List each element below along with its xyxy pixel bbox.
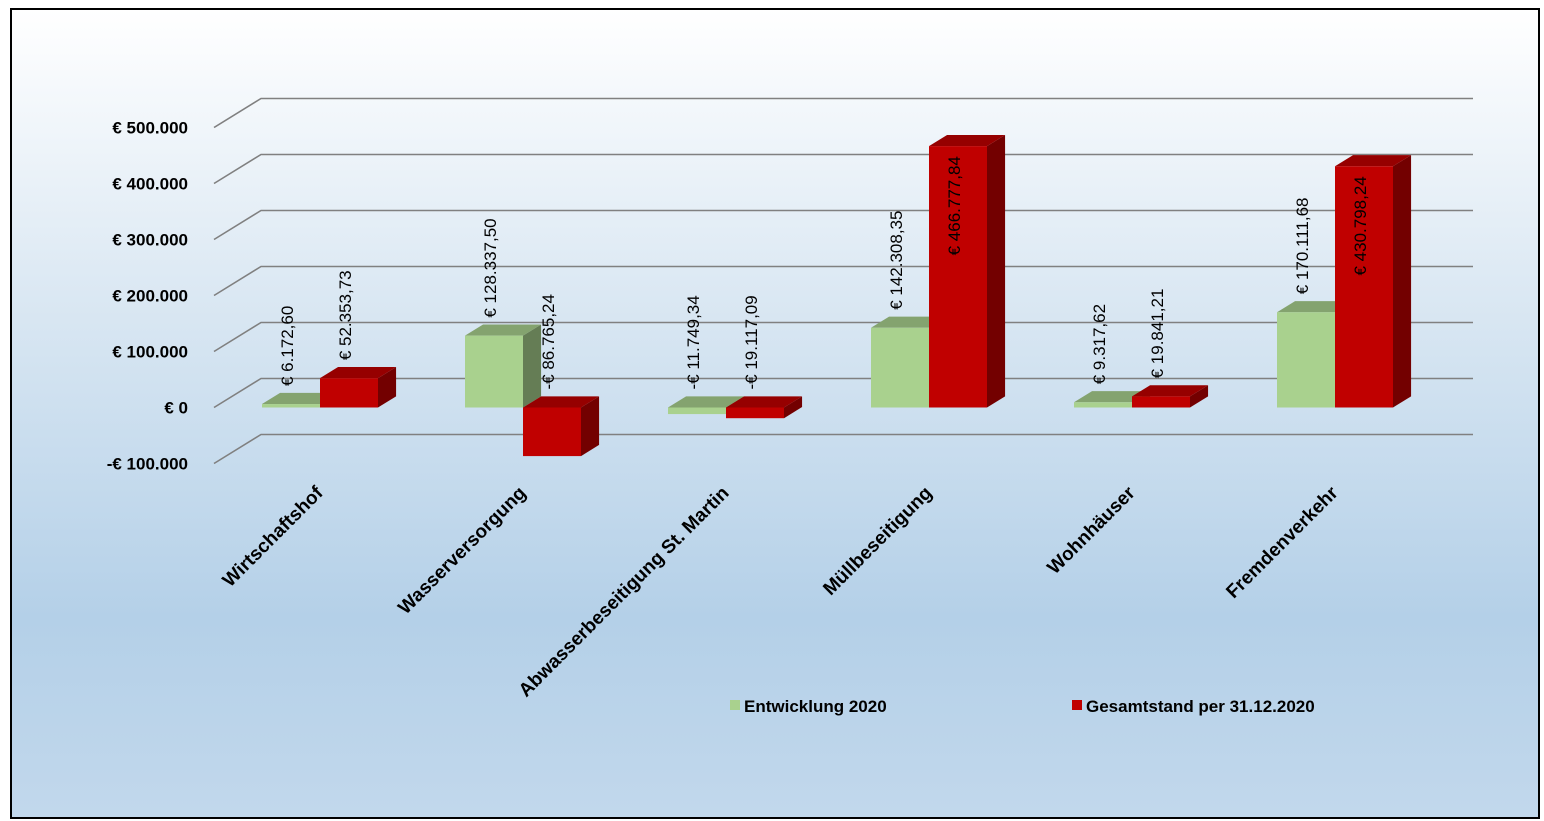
bar-side (523, 324, 542, 408)
bar-top (320, 367, 397, 379)
bar-front (929, 146, 987, 408)
bar-top (1277, 301, 1354, 313)
bar-side (1393, 155, 1412, 408)
data-label: € 466.777,84 (945, 156, 964, 255)
data-label: € 430.798,24 (1351, 176, 1370, 275)
gridline (213, 209, 1473, 241)
legend-swatch-entwicklung (730, 700, 740, 710)
bar-side (987, 134, 1006, 408)
bar-top (668, 396, 745, 408)
bar-front (871, 327, 929, 408)
gridline (213, 97, 1473, 129)
y-tick-label: € 400.000 (112, 175, 188, 194)
bar (726, 396, 803, 419)
bars (262, 134, 1412, 457)
bar (1335, 155, 1412, 408)
gridline (213, 265, 1473, 297)
bar-top (871, 316, 948, 328)
y-tick-label: € 100.000 (112, 343, 188, 362)
bar-top (1074, 391, 1151, 403)
bar-top (523, 396, 600, 408)
gridline (213, 321, 1473, 353)
y-tick-label: -€ 100.000 (107, 455, 188, 474)
bar-front (726, 407, 784, 419)
chart-frame: € 500.000 € 400.000 € 300.000 € 200.000 € 10… (10, 8, 1540, 819)
bar-top (1132, 385, 1209, 397)
bar-top (1335, 155, 1412, 167)
legend-label-gesamtstand: Gesamtstand per 31.12.2020 (1086, 697, 1315, 716)
bar (929, 134, 1006, 408)
legend-label-entwicklung: Entwicklung 2020 (744, 697, 887, 716)
y-tick-label: € 300.000 (112, 231, 188, 250)
data-label: -€ 19.117,09 (742, 295, 761, 389)
bar-front (523, 407, 581, 457)
data-label: € 9.317,62 (1090, 304, 1109, 384)
bar-front (1335, 166, 1393, 408)
gridline (213, 153, 1473, 185)
gridline (213, 433, 1473, 465)
data-label: € 128.337,50 (481, 218, 500, 317)
bar (523, 396, 600, 457)
chart: € 500.000 € 400.000 € 300.000 € 200.000 € 10… (12, 10, 1538, 817)
gridline (213, 377, 1473, 409)
bar-front (465, 335, 523, 408)
data-label: € 52.353,73 (336, 270, 355, 360)
legend-swatch-gesamtstand (1072, 700, 1082, 710)
bar-front (668, 407, 726, 415)
bar-top (262, 392, 339, 405)
data-label: -€ 11.749,34 (684, 295, 703, 389)
data-label: € 19.841,21 (1148, 289, 1167, 379)
bar-top (929, 134, 1006, 147)
gridlines (213, 97, 1473, 465)
data-label: -€ 86.765,24 (539, 294, 558, 389)
legend: Entwicklung 2020 Gesamtstand per 31.12.2… (730, 697, 1315, 716)
bar-front (262, 404, 320, 408)
y-axis-ticks: € 500.000 € 400.000 € 300.000 € 200.000 € 10… (107, 119, 188, 474)
bar-top (465, 324, 542, 336)
bar-front (1132, 396, 1190, 408)
data-label: € 142.308,35 (887, 211, 906, 310)
bar (1132, 385, 1209, 408)
bar-front (1074, 402, 1132, 408)
bar-side (784, 396, 803, 419)
bar (465, 324, 542, 408)
data-label: € 6.172,60 (278, 306, 297, 386)
data-label: € 170.111,68 (1293, 197, 1312, 294)
bar-front (320, 378, 378, 408)
data-labels: € 6.172,60 € 52.353,73 € 128.337,50 -€ 86.7… (278, 156, 1370, 389)
bar-side (1190, 385, 1209, 408)
y-tick-label: € 0 (164, 399, 188, 418)
bar-top (726, 396, 803, 408)
y-tick-label: € 200.000 (112, 287, 188, 306)
y-tick-label: € 500.000 (112, 119, 188, 138)
bar-front (1277, 312, 1335, 408)
bar-side (581, 396, 600, 457)
bar (320, 367, 397, 408)
bar-side (378, 367, 397, 408)
